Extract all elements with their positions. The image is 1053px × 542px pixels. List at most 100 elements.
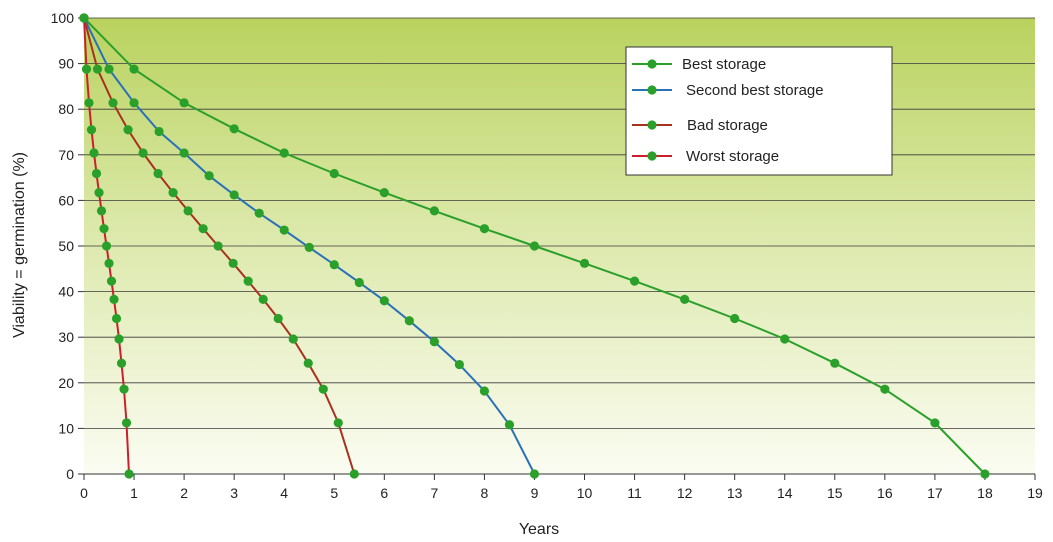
data-point bbox=[229, 124, 239, 134]
y-tick-label: 60 bbox=[58, 192, 74, 208]
data-point bbox=[106, 276, 117, 286]
x-tick-label: 17 bbox=[927, 485, 943, 501]
data-point bbox=[529, 241, 540, 251]
data-point bbox=[429, 206, 439, 216]
data-point bbox=[258, 294, 268, 304]
legend-label: Bad storage bbox=[687, 117, 768, 134]
y-tick-label: 90 bbox=[58, 56, 74, 72]
data-point bbox=[179, 148, 189, 158]
data-point bbox=[91, 168, 102, 179]
data-point bbox=[279, 148, 289, 158]
data-point bbox=[86, 125, 97, 135]
data-point bbox=[138, 148, 148, 158]
data-point bbox=[479, 386, 490, 396]
data-point bbox=[92, 64, 103, 74]
x-tick-label: 9 bbox=[531, 485, 539, 501]
legend-label: Second best storage bbox=[686, 82, 824, 99]
x-tick-label: 6 bbox=[380, 485, 388, 501]
x-tick-label: 16 bbox=[877, 485, 893, 501]
data-point bbox=[279, 225, 289, 235]
data-point bbox=[579, 258, 590, 268]
data-point bbox=[168, 188, 178, 198]
data-point bbox=[304, 242, 314, 252]
x-tick-label: 13 bbox=[727, 485, 743, 501]
x-tick-label: 14 bbox=[777, 485, 793, 501]
x-axis-title: Years bbox=[519, 521, 559, 538]
x-tick-label: 8 bbox=[481, 485, 489, 501]
data-point bbox=[880, 384, 890, 394]
legend-swatch-marker bbox=[647, 151, 657, 161]
series-layer bbox=[79, 13, 990, 479]
x-tick-label: 12 bbox=[677, 485, 693, 501]
data-point bbox=[124, 469, 134, 479]
data-point bbox=[629, 276, 640, 286]
x-tick-label: 5 bbox=[330, 485, 338, 501]
data-point bbox=[980, 469, 990, 479]
x-tick-label: 11 bbox=[627, 485, 642, 501]
data-point bbox=[318, 384, 328, 394]
data-point bbox=[204, 171, 214, 181]
data-point bbox=[303, 358, 313, 368]
legend-box bbox=[625, 46, 893, 176]
data-point bbox=[94, 188, 104, 198]
data-point bbox=[479, 224, 490, 234]
data-point bbox=[198, 224, 208, 234]
data-point bbox=[930, 418, 940, 428]
data-point bbox=[349, 469, 359, 479]
legend-swatch-marker bbox=[647, 120, 657, 130]
x-tick-label: 19 bbox=[1027, 485, 1043, 501]
data-point bbox=[108, 98, 118, 108]
data-point bbox=[129, 64, 139, 74]
data-point bbox=[154, 126, 164, 137]
y-tick-label: 80 bbox=[58, 101, 74, 117]
data-point bbox=[273, 313, 283, 324]
data-point bbox=[104, 64, 114, 74]
data-point bbox=[114, 334, 124, 344]
x-tick-label: 7 bbox=[430, 485, 438, 501]
y-axis-title: Viability = germination (%) bbox=[11, 152, 28, 338]
y-tick-label: 100 bbox=[51, 10, 75, 26]
x-tick-label: 15 bbox=[827, 485, 843, 501]
x-tick-label: 3 bbox=[230, 485, 238, 501]
data-point bbox=[104, 258, 114, 268]
series-2 bbox=[79, 13, 359, 479]
y-tick-label: 20 bbox=[58, 375, 74, 391]
data-point bbox=[780, 334, 790, 344]
data-point bbox=[121, 418, 132, 428]
data-point bbox=[454, 359, 464, 370]
legend-label: Worst storage bbox=[686, 148, 779, 165]
data-point bbox=[229, 190, 239, 200]
data-point bbox=[213, 241, 223, 251]
data-point bbox=[179, 98, 189, 108]
y-tick-label: 10 bbox=[58, 420, 74, 436]
data-point bbox=[329, 260, 339, 270]
data-point bbox=[89, 148, 99, 158]
series-1 bbox=[79, 13, 540, 479]
data-point bbox=[429, 337, 439, 347]
data-point bbox=[96, 206, 107, 216]
data-point bbox=[529, 469, 540, 479]
data-point bbox=[101, 241, 112, 251]
data-point bbox=[354, 277, 364, 288]
data-point bbox=[730, 313, 740, 324]
x-tick-label: 1 bbox=[130, 485, 138, 501]
data-point bbox=[288, 334, 298, 344]
series-3 bbox=[79, 13, 134, 479]
data-point bbox=[116, 358, 127, 368]
data-point bbox=[333, 418, 343, 428]
y-tick-label: 30 bbox=[58, 329, 74, 345]
data-point bbox=[830, 358, 840, 368]
data-point bbox=[228, 258, 238, 268]
data-point bbox=[111, 313, 122, 324]
y-tick-label: 40 bbox=[58, 284, 74, 300]
x-tick-label: 10 bbox=[577, 485, 593, 501]
data-point bbox=[504, 420, 515, 430]
x-axis-ticks: 0 1 2 3 4 5 6 7 8 9 10 11 12 13 14 15 16 17 18 19 bbox=[80, 474, 1043, 501]
data-point bbox=[183, 206, 193, 216]
legend-swatch-marker bbox=[647, 59, 657, 69]
legend-swatch-marker bbox=[647, 85, 657, 95]
data-point bbox=[84, 98, 94, 108]
y-tick-label: 70 bbox=[58, 147, 74, 163]
data-point bbox=[123, 125, 133, 135]
